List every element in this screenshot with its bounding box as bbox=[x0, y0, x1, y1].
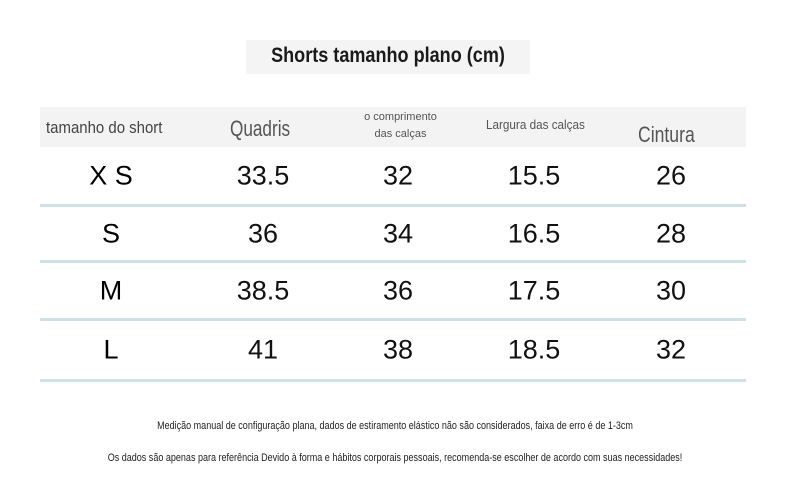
disclaimer-note: Os dados são apenas para referência Devi… bbox=[107, 452, 683, 464]
width-cell: 15.5 bbox=[507, 160, 561, 190]
hips-cell: 33.5 bbox=[236, 160, 290, 190]
table-row: M 38.5 36 17.5 30 bbox=[40, 263, 746, 321]
table-row: S 36 34 16.5 28 bbox=[40, 207, 746, 263]
title-banner: Shorts tamanho plano (cm) bbox=[246, 40, 530, 74]
size-table: tamanho do short Quadris o comprimento d… bbox=[40, 107, 746, 382]
waist-cell: 30 bbox=[655, 275, 687, 305]
header-width: Largura das calças bbox=[486, 117, 585, 132]
length-cell: 32 bbox=[382, 160, 414, 190]
length-cell: 38 bbox=[382, 334, 414, 365]
header-waist: Cintura bbox=[638, 122, 695, 147]
table-row: X S 33.5 32 15.5 26 bbox=[40, 147, 746, 207]
table-row: L 41 38 18.5 32 bbox=[40, 321, 746, 382]
size-cell: S bbox=[101, 218, 121, 248]
size-cell: X S bbox=[89, 160, 133, 190]
header-length: o comprimento das calças bbox=[364, 111, 437, 140]
header-hips: Quadris bbox=[230, 116, 291, 141]
hips-cell: 38.5 bbox=[236, 275, 290, 305]
waist-cell: 26 bbox=[655, 160, 687, 190]
hips-cell: 36 bbox=[247, 218, 279, 248]
page-title: Shorts tamanho plano (cm) bbox=[271, 44, 505, 67]
size-cell: M bbox=[99, 275, 123, 305]
length-cell: 34 bbox=[382, 218, 414, 248]
width-cell: 17.5 bbox=[507, 275, 561, 305]
width-cell: 18.5 bbox=[507, 334, 561, 365]
table-header: tamanho do short Quadris o comprimento d… bbox=[40, 107, 746, 147]
size-cell: L bbox=[103, 334, 119, 365]
waist-cell: 28 bbox=[655, 218, 687, 248]
header-size: tamanho do short bbox=[46, 118, 163, 137]
hips-cell: 41 bbox=[247, 334, 279, 365]
measurement-note: Medição manual de configuração plana, da… bbox=[157, 420, 633, 432]
length-cell: 36 bbox=[382, 275, 414, 305]
waist-cell: 32 bbox=[655, 334, 687, 365]
width-cell: 16.5 bbox=[507, 218, 561, 248]
